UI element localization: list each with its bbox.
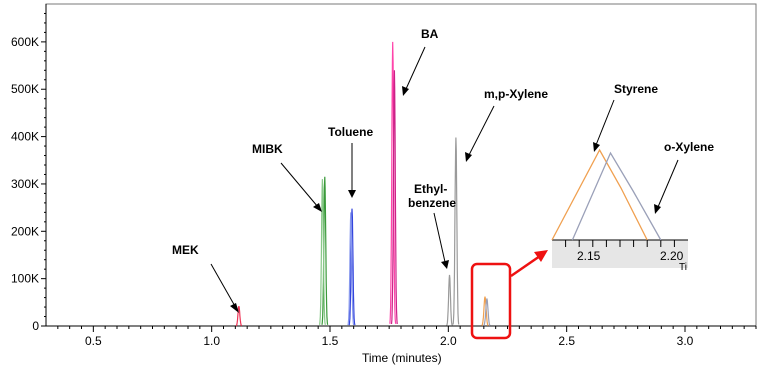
peak-trace [483, 298, 491, 327]
inset-trace [571, 151, 662, 241]
label-toluene: Toluene [328, 125, 373, 139]
arrow-mp-xylene [468, 105, 495, 156]
highlight-arrow-line [510, 254, 541, 278]
arrowhead-mibk [313, 203, 322, 212]
label-o-xylene: o-Xylene [664, 140, 714, 154]
arrowhead-ethylbenzene [441, 260, 449, 269]
y-tick-label: 0 [32, 319, 39, 333]
peak-series [235, 41, 491, 327]
highlight-arrowhead [534, 250, 548, 262]
arrow-mek [210, 263, 237, 309]
plot-frame [45, 3, 757, 327]
label-benzene: benzene [408, 196, 456, 210]
peak-trace [319, 179, 326, 325]
label-mibk: MIBK [252, 142, 283, 156]
arrowhead-mp-xylene [465, 152, 472, 162]
x-tick-label: 2.5 [558, 334, 575, 348]
arrow-styrene [595, 99, 615, 146]
arrowhead-mek [230, 303, 239, 313]
label-ethyl: Ethyl- [414, 182, 447, 196]
inset-curves [551, 148, 662, 241]
label-styrene: Styrene [614, 82, 658, 96]
arrow-mibk [280, 162, 319, 208]
peak-trace [321, 176, 329, 325]
peak-trace [481, 296, 489, 327]
label-ba: BA [421, 27, 439, 41]
peak-trace [389, 41, 397, 324]
y-tick-label: 100K [11, 272, 39, 286]
peak-trace [446, 274, 453, 326]
label-mek: MEK [172, 243, 199, 257]
arrowhead-toluene [348, 190, 356, 198]
y-tick-label: 400K [11, 130, 39, 144]
x-axis-title: Time (minutes) [362, 351, 442, 365]
arrowhead-ba [402, 86, 409, 96]
arrowhead-o-xylene [654, 204, 661, 214]
x-tick-label: 2.0 [440, 334, 457, 348]
zoom-inset: 2.15 2.20 Ti [551, 148, 688, 273]
y-axis: 0 100K 200K 300K 400K 500K 600K [11, 4, 47, 333]
highlight-box [470, 262, 512, 340]
peak-trace [390, 70, 398, 325]
arrow-o-xylene [657, 159, 679, 208]
peak-labels: MEK MIBK Toluene BA m,p-Xylene Ethyl- be… [172, 27, 714, 257]
x-axis: 0.5 1.0 1.5 2.0 2.5 3.0 [46, 325, 757, 348]
x-tick-label: 0.5 [85, 334, 102, 348]
inset-tick-label-220: 2.20 [660, 249, 684, 263]
annotation-arrows [210, 46, 679, 313]
x-tick-label: 1.0 [203, 334, 220, 348]
y-tick-label: 200K [11, 224, 39, 238]
inset-axis-fragment: Ti [679, 262, 687, 273]
peak-trace [347, 212, 355, 326]
arrow-ethylbenzene [433, 212, 446, 263]
y-tick-label: 300K [11, 177, 39, 191]
y-tick-label: 500K [11, 82, 39, 96]
x-tick-label: 3.0 [677, 334, 694, 348]
x-tick-label: 1.5 [322, 334, 339, 348]
peak-trace [452, 137, 460, 325]
inset-ticks [565, 240, 675, 247]
inset-tick-label-215: 2.15 [577, 249, 601, 263]
inset-trace [551, 148, 648, 241]
peak-trace [348, 208, 356, 326]
peak-trace [235, 305, 243, 327]
arrow-ba [405, 46, 426, 90]
zoom-highlight [470, 250, 548, 340]
plot-border [45, 3, 757, 327]
label-mp-xylene: m,p-Xylene [484, 87, 548, 101]
arrowhead-styrene [593, 142, 600, 152]
y-tick-label: 600K [11, 35, 39, 49]
